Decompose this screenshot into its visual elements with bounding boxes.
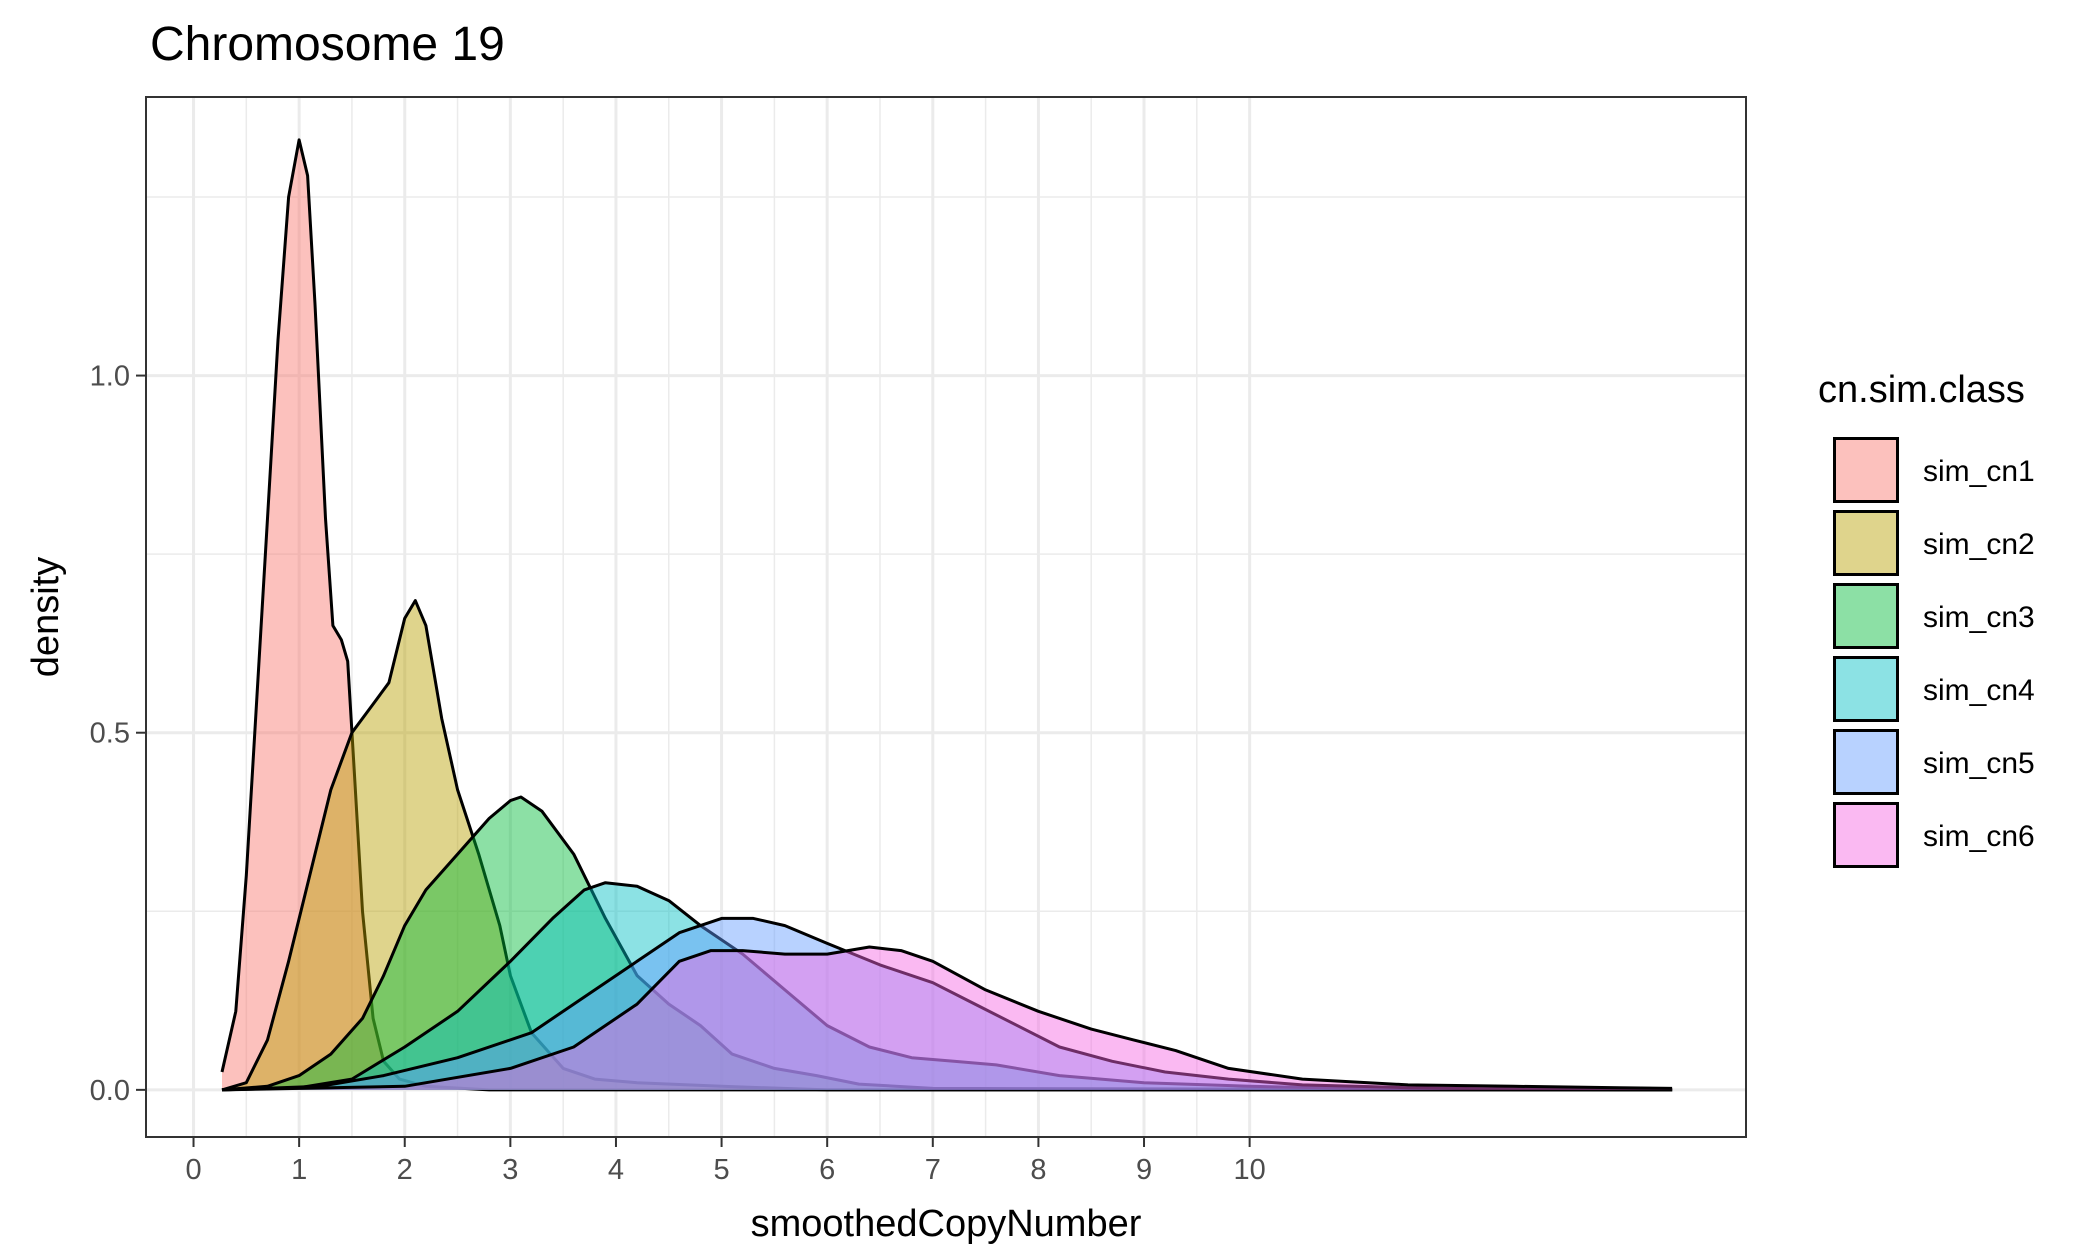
grid-major	[146, 97, 1746, 1137]
x-axis: 0 1 2 3 4 5 6 7 8 9 10	[185, 1137, 1266, 1186]
density-series	[220, 138, 1673, 1092]
density-line-sim_cn6	[221, 945, 1673, 1092]
grid-minor	[146, 97, 1746, 1137]
x-tick-label: 7	[925, 1154, 941, 1186]
x-tick-label: 2	[397, 1154, 413, 1186]
legend-label-sim_cn3: sim_cn3	[1923, 601, 2035, 634]
legend-label-sim_cn5: sim_cn5	[1923, 747, 2035, 780]
x-tick-label: 8	[1030, 1154, 1046, 1186]
legend-key-sim_cn1	[1833, 437, 1899, 503]
y-tick-label: 0.5	[90, 718, 130, 750]
x-tick-label: 5	[714, 1154, 730, 1186]
density-area-sim_cn1	[222, 139, 1673, 1090]
density-line-sim_cn5	[221, 916, 1673, 1092]
legend-key-sim_cn5	[1833, 729, 1899, 795]
density-area-sim_cn2	[222, 600, 1673, 1090]
x-tick-label: 9	[1136, 1154, 1152, 1186]
legend-key-bg	[1833, 729, 1899, 795]
x-tick-label: 0	[185, 1154, 201, 1186]
plot-panel	[146, 97, 1746, 1137]
legend-key-bg	[1833, 656, 1899, 722]
legend-label-sim_cn1: sim_cn1	[1923, 455, 2035, 488]
chart-title: Chromosome 19	[150, 18, 505, 71]
density-line-sim_cn1	[220, 138, 1673, 1092]
x-tick-label: 3	[502, 1154, 518, 1186]
x-axis-title: smoothedCopyNumber	[751, 1203, 1142, 1245]
legend-key-sim_cn4	[1833, 656, 1899, 722]
legend-label-sim_cn6: sim_cn6	[1923, 820, 2035, 853]
legend-key-bg	[1833, 802, 1899, 868]
plot-border	[145, 96, 1747, 1138]
x-tick-label: 4	[608, 1154, 624, 1186]
legend-key-sim_cn2	[1833, 510, 1899, 576]
legend-label-sim_cn2: sim_cn2	[1923, 528, 2035, 561]
x-tick-label: 1	[291, 1154, 307, 1186]
legend-key-sim_cn3	[1833, 583, 1899, 649]
legend-title: cn.sim.class	[1818, 369, 2025, 411]
legend-key-sim_cn6	[1833, 802, 1899, 868]
y-tick-label: 0.0	[90, 1075, 130, 1107]
y-axis: 0.0 0.5 1.0	[90, 361, 146, 1107]
density-line-sim_cn3	[221, 795, 1673, 1092]
legend-key-bg	[1833, 583, 1899, 649]
x-tick-label: 10	[1233, 1154, 1265, 1186]
legend-label-sim_cn4: sim_cn4	[1923, 674, 2035, 707]
density-area-sim_cn5	[222, 918, 1673, 1090]
density-line-sim_cn2	[221, 599, 1673, 1092]
density-area-sim_cn3	[222, 797, 1673, 1090]
x-tick-label: 6	[819, 1154, 835, 1186]
density-line-sim_cn4	[221, 881, 1673, 1092]
legend: cn.sim.class sim_cn1 sim_cn2 sim_cn3 sim_cn…	[1818, 369, 2035, 868]
legend-key-bg	[1833, 437, 1899, 503]
legend-key-bg	[1833, 510, 1899, 576]
y-tick-label: 1.0	[90, 361, 130, 393]
y-axis-title: density	[25, 557, 67, 677]
density-area-sim_cn6	[222, 947, 1673, 1090]
